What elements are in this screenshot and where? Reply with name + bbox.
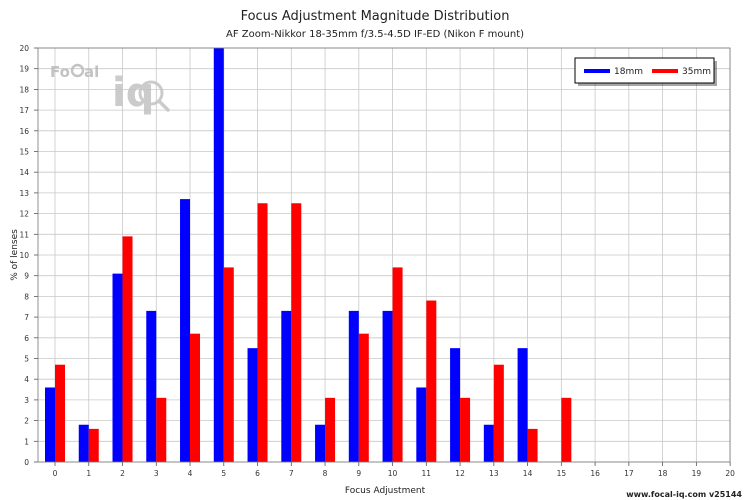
x-tick-label: 4 — [188, 469, 193, 478]
focal-iq-logo: Fo al iq — [50, 63, 170, 116]
y-tick-label: 14 — [19, 168, 29, 177]
x-tick-label: 9 — [356, 469, 361, 478]
bar-18mm-5 — [213, 48, 224, 462]
bar-35mm-14 — [527, 428, 538, 462]
legend-label-18mm: 18mm — [614, 67, 643, 77]
y-tick-label: 11 — [19, 230, 29, 239]
bar-18mm-9 — [348, 310, 359, 462]
bar-35mm-2 — [122, 236, 133, 462]
chart-subtitle: AF Zoom-Nikkor 18-35mm f/3.5-4.5D IF-ED … — [226, 29, 524, 40]
y-tick-label: 12 — [19, 210, 29, 219]
bar-35mm-8 — [325, 397, 336, 462]
bar-35mm-11 — [426, 300, 437, 462]
x-tick-label: 15 — [557, 469, 567, 478]
y-tick-label: 16 — [19, 127, 29, 136]
x-tick-label: 10 — [388, 469, 398, 478]
legend-box — [574, 57, 715, 84]
bar-35mm-0 — [55, 364, 65, 462]
bar-18mm-7 — [281, 310, 292, 462]
x-tick-label: 5 — [221, 469, 226, 478]
bar-35mm-10 — [392, 267, 403, 462]
x-tick-label: 18 — [658, 469, 668, 478]
y-tick-label: 5 — [24, 355, 29, 364]
y-tick-label: 15 — [19, 148, 29, 157]
bar-35mm-3 — [156, 397, 167, 462]
bar-35mm-13 — [493, 364, 504, 462]
logo-c-ring — [70, 63, 85, 78]
x-axis-label: Focus Adjustment — [345, 486, 426, 496]
bar-18mm-10 — [382, 310, 393, 462]
y-tick-label: 4 — [24, 375, 29, 384]
y-tick-label: 2 — [24, 417, 29, 426]
y-tick-label: 1 — [24, 437, 29, 446]
bar-18mm-2 — [112, 273, 123, 462]
footer-credit: www.focal-iq.com v25144 — [626, 490, 742, 499]
x-tick-label: 11 — [422, 469, 432, 478]
bar-18mm-3 — [146, 310, 157, 462]
bar-35mm-4 — [190, 333, 201, 462]
bars — [45, 48, 572, 463]
y-tick-label: 10 — [19, 251, 29, 260]
x-tick-label: 13 — [489, 469, 499, 478]
legend: 18mm 35mm — [574, 57, 717, 86]
x-tick-label: 19 — [692, 469, 702, 478]
logo-brand-left: Fo — [50, 63, 70, 81]
legend-swatch-35mm — [652, 69, 678, 73]
y-tick-label: 8 — [24, 292, 29, 301]
logo-brand-right: al — [84, 63, 99, 81]
bar-18mm-1 — [78, 424, 89, 462]
legend-swatch-18mm — [584, 69, 610, 73]
magnifier-icon — [138, 80, 170, 112]
bar-18mm-13 — [483, 424, 494, 462]
y-tick-label: 7 — [24, 313, 29, 322]
x-tick-label: 12 — [455, 469, 465, 478]
y-tick-label: 20 — [19, 44, 29, 53]
bar-35mm-15 — [561, 397, 572, 462]
bar-35mm-5 — [223, 267, 234, 462]
y-tick-label: 13 — [19, 189, 29, 198]
x-tick-label: 14 — [523, 469, 533, 478]
bar-18mm-12 — [450, 348, 461, 462]
x-tick-label: 8 — [323, 469, 328, 478]
bar-35mm-6 — [257, 203, 268, 462]
legend-label-35mm: 35mm — [682, 67, 711, 77]
x-tick-label: 0 — [53, 469, 58, 478]
logo-iq: iq — [112, 70, 154, 116]
bar-18mm-14 — [517, 348, 528, 462]
x-tick-label: 6 — [255, 469, 260, 478]
y-tick-label: 9 — [24, 272, 29, 281]
x-tick-label: 1 — [86, 469, 91, 478]
y-tick-label: 0 — [24, 458, 29, 467]
plot-border — [37, 47, 731, 463]
bar-35mm-12 — [460, 397, 471, 462]
bar-18mm-0 — [45, 387, 55, 462]
y-tick-label: 3 — [24, 396, 29, 405]
bar-35mm-1 — [88, 428, 99, 462]
x-tick-label: 17 — [624, 469, 634, 478]
bar-18mm-8 — [315, 424, 326, 462]
x-tick-label: 3 — [154, 469, 159, 478]
chart-title: Focus Adjustment Magnitude Distribution — [241, 9, 510, 24]
x-tick-label: 20 — [725, 469, 735, 478]
bar-35mm-9 — [358, 333, 369, 462]
y-tick-label: 6 — [24, 334, 29, 343]
x-tick-label: 7 — [289, 469, 294, 478]
y-tick-label: 18 — [19, 85, 29, 94]
bar-18mm-4 — [180, 199, 191, 463]
y-axis-label: % of lenses — [10, 229, 20, 281]
x-tick-label: 16 — [590, 469, 600, 478]
y-tick-label: 17 — [19, 106, 29, 115]
x-tick-label: 2 — [120, 469, 125, 478]
y-tick-label: 19 — [19, 65, 29, 74]
bar-35mm-7 — [291, 203, 302, 462]
bar-18mm-6 — [247, 348, 258, 462]
bar-18mm-11 — [416, 387, 427, 462]
